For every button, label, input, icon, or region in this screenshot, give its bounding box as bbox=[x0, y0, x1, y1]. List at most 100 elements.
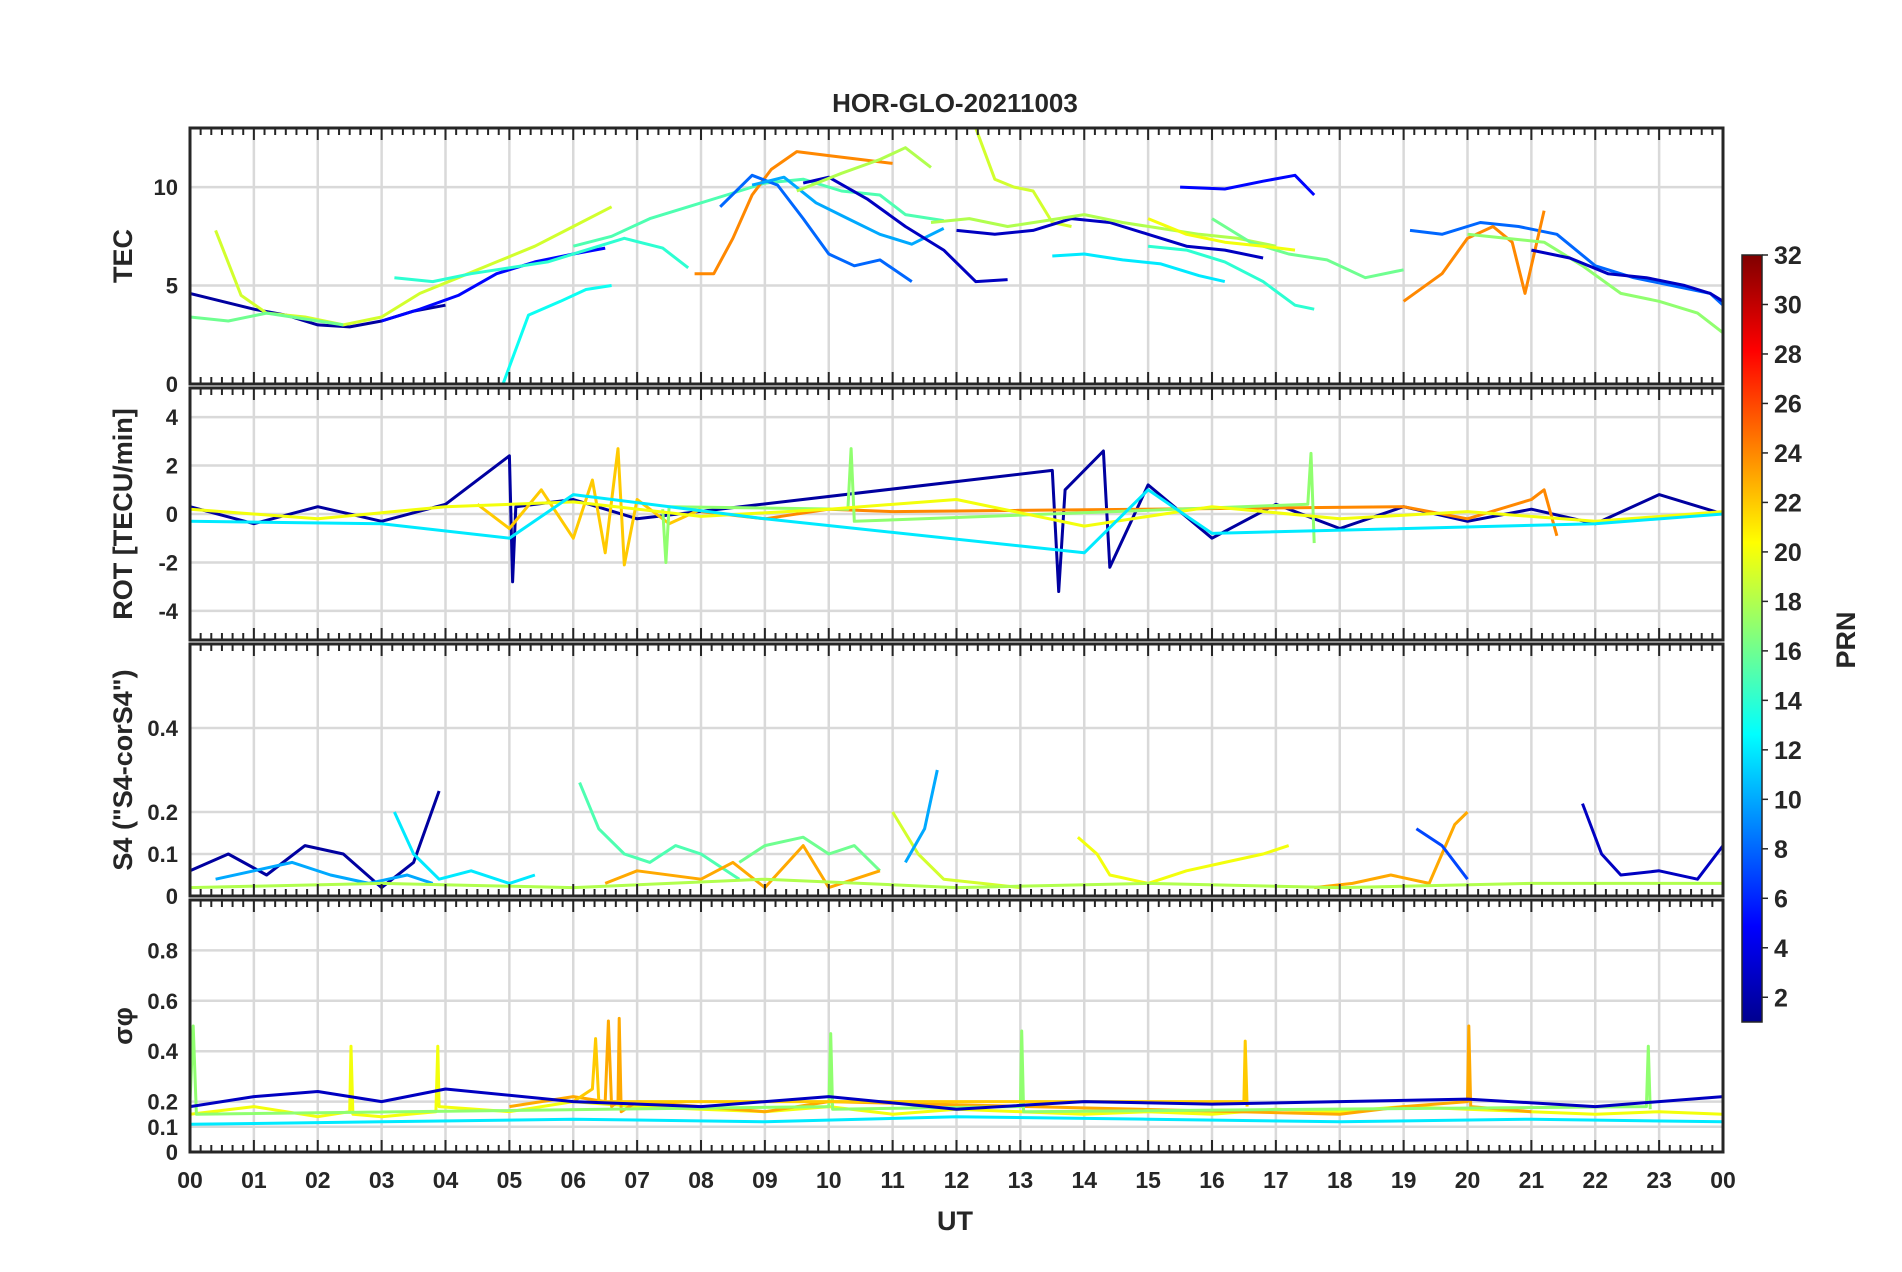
y-tick-label: 0.6 bbox=[147, 989, 178, 1014]
y-tick-label: 0.4 bbox=[147, 1039, 178, 1064]
colorbar-tick-label: 24 bbox=[1774, 440, 1802, 468]
x-tick-label: 21 bbox=[1519, 1167, 1545, 1193]
x-tick-label: 19 bbox=[1391, 1167, 1417, 1193]
series-prn-8 bbox=[1409, 221, 1723, 307]
series-prn-20 bbox=[1076, 836, 1290, 885]
series-prn-10 bbox=[751, 175, 945, 246]
series-prn-12 bbox=[190, 1115, 1723, 1126]
panel-rot-minor-ticks bbox=[189, 388, 1724, 640]
y-tick-label: 0 bbox=[166, 1140, 178, 1165]
y-tick-label: 0.8 bbox=[147, 938, 178, 963]
series-prn-17 bbox=[1467, 232, 1723, 334]
colorbar-tick-label: 32 bbox=[1774, 242, 1802, 270]
colorbar-tick-label: 16 bbox=[1774, 638, 1802, 666]
x-axis-ticks: 00 01 02 03 04 05 06 07 08 09 10 11 12 13 14 15 16 17 18 19… bbox=[177, 1167, 1736, 1193]
panel-sigma_phi-series bbox=[190, 1016, 1723, 1126]
panel-tec: 0 5 10 TEC bbox=[108, 126, 1725, 397]
x-tick-label: 00 bbox=[177, 1167, 203, 1193]
y-tick-label: 0 bbox=[166, 502, 178, 527]
y-tick-label: -2 bbox=[158, 550, 178, 575]
panel-s4: 0 0.1 0.2 0.4 S4 ("S4-corS4") bbox=[108, 642, 1725, 909]
x-tick-label: 12 bbox=[944, 1167, 970, 1193]
panel-rot: -4 -2 0 2 4 ROT [TECU/min] bbox=[108, 386, 1725, 642]
series-prn-20 bbox=[190, 498, 1723, 528]
colorbar-tick-label: 28 bbox=[1774, 341, 1802, 369]
x-tick-label: 01 bbox=[241, 1167, 267, 1193]
y-tick-label: 0.1 bbox=[147, 842, 178, 867]
series-prn-3 bbox=[1531, 248, 1723, 303]
series-prn-16 bbox=[1211, 217, 1404, 280]
series-prn-7 bbox=[1415, 827, 1469, 881]
x-tick-label: 11 bbox=[880, 1167, 905, 1193]
series-prn-17 bbox=[661, 447, 1316, 564]
series-prn-10 bbox=[904, 769, 939, 864]
series-prn-16 bbox=[738, 835, 881, 872]
colorbar-tick-label: 2 bbox=[1774, 984, 1788, 1012]
series-prn-3 bbox=[1581, 803, 1723, 881]
series-prn-3 bbox=[956, 217, 1264, 260]
x-tick-label: 08 bbox=[688, 1167, 714, 1193]
colorbar-tick-label: 22 bbox=[1774, 489, 1802, 517]
series-prn-24 bbox=[694, 150, 893, 276]
series-prn-18 bbox=[796, 146, 932, 193]
panel-tec-series bbox=[190, 128, 1723, 384]
colorbar-tick-label: 12 bbox=[1774, 737, 1802, 765]
panel-sigma_phi: 00.10.2 0.4 0.6 0.8 σφ bbox=[108, 898, 1725, 1165]
panel-sigma_phi-minor-ticks bbox=[189, 900, 1724, 1152]
colorbar-tick-label: 20 bbox=[1774, 539, 1802, 567]
x-tick-label: 07 bbox=[624, 1167, 650, 1193]
y-tick-label: 0.4 bbox=[147, 716, 178, 741]
x-tick-label: 22 bbox=[1582, 1167, 1608, 1193]
y-tick-label: 0 bbox=[166, 372, 178, 397]
colorbar-tick-label: 4 bbox=[1774, 935, 1788, 963]
x-tick-label: 13 bbox=[1008, 1167, 1034, 1193]
series-prn-2 bbox=[190, 449, 1723, 593]
y-tick-label: 0.1 bbox=[147, 1115, 178, 1140]
y-axis-label-sigma_phi: σφ bbox=[108, 1007, 138, 1045]
y-tick-label: 4 bbox=[166, 405, 179, 430]
x-tick-label: 04 bbox=[433, 1167, 459, 1193]
x-tick-label: 10 bbox=[816, 1167, 842, 1193]
series-prn-16 bbox=[190, 311, 344, 327]
series-prn-17 bbox=[190, 1024, 1652, 1116]
series-prn-12 bbox=[190, 488, 1723, 555]
colorbar-gradient bbox=[1741, 254, 1763, 1023]
series-prn-3 bbox=[190, 1087, 1723, 1111]
x-tick-label: 17 bbox=[1263, 1167, 1289, 1193]
colorbar-tick-label: 18 bbox=[1774, 588, 1802, 616]
x-tick-label: 16 bbox=[1199, 1167, 1225, 1193]
series-prn-14 bbox=[394, 236, 690, 284]
series-prn-24 bbox=[1402, 210, 1546, 303]
colorbar-tick-label: 14 bbox=[1774, 687, 1802, 715]
series-prn-12 bbox=[393, 811, 536, 885]
x-tick-label: 06 bbox=[560, 1167, 586, 1193]
x-tick-label: 05 bbox=[497, 1167, 523, 1193]
y-axis-label-tec: TEC bbox=[108, 229, 138, 283]
colorbar-tick-label: 30 bbox=[1774, 291, 1802, 319]
x-axis-label: UT bbox=[937, 1206, 973, 1236]
series-prn-10 bbox=[215, 860, 434, 885]
y-tick-label: 0.2 bbox=[147, 1090, 178, 1115]
y-tick-label: 2 bbox=[166, 454, 178, 479]
x-tick-label: 14 bbox=[1071, 1167, 1097, 1193]
x-tick-label: 09 bbox=[752, 1167, 778, 1193]
series-prn-23 bbox=[1314, 810, 1469, 890]
x-tick-label: 02 bbox=[305, 1167, 331, 1193]
x-tick-label: 23 bbox=[1646, 1167, 1672, 1193]
panel-tec-minor-ticks bbox=[189, 128, 1724, 384]
y-tick-label: 0 bbox=[166, 884, 178, 909]
series-prn-19 bbox=[214, 205, 613, 327]
y-tick-label: 0.2 bbox=[147, 800, 178, 825]
y-tick-label: 10 bbox=[154, 175, 178, 200]
panel-rot-series bbox=[190, 447, 1723, 593]
colorbar-tick-label: 26 bbox=[1774, 390, 1802, 418]
series-prn-18 bbox=[930, 213, 1277, 248]
series-prn-8 bbox=[719, 173, 913, 283]
panel-s4-minor-ticks bbox=[189, 644, 1724, 896]
y-tick-label: -4 bbox=[158, 599, 178, 624]
series-prn-19 bbox=[891, 811, 1021, 890]
series-prn-2 bbox=[190, 790, 441, 890]
